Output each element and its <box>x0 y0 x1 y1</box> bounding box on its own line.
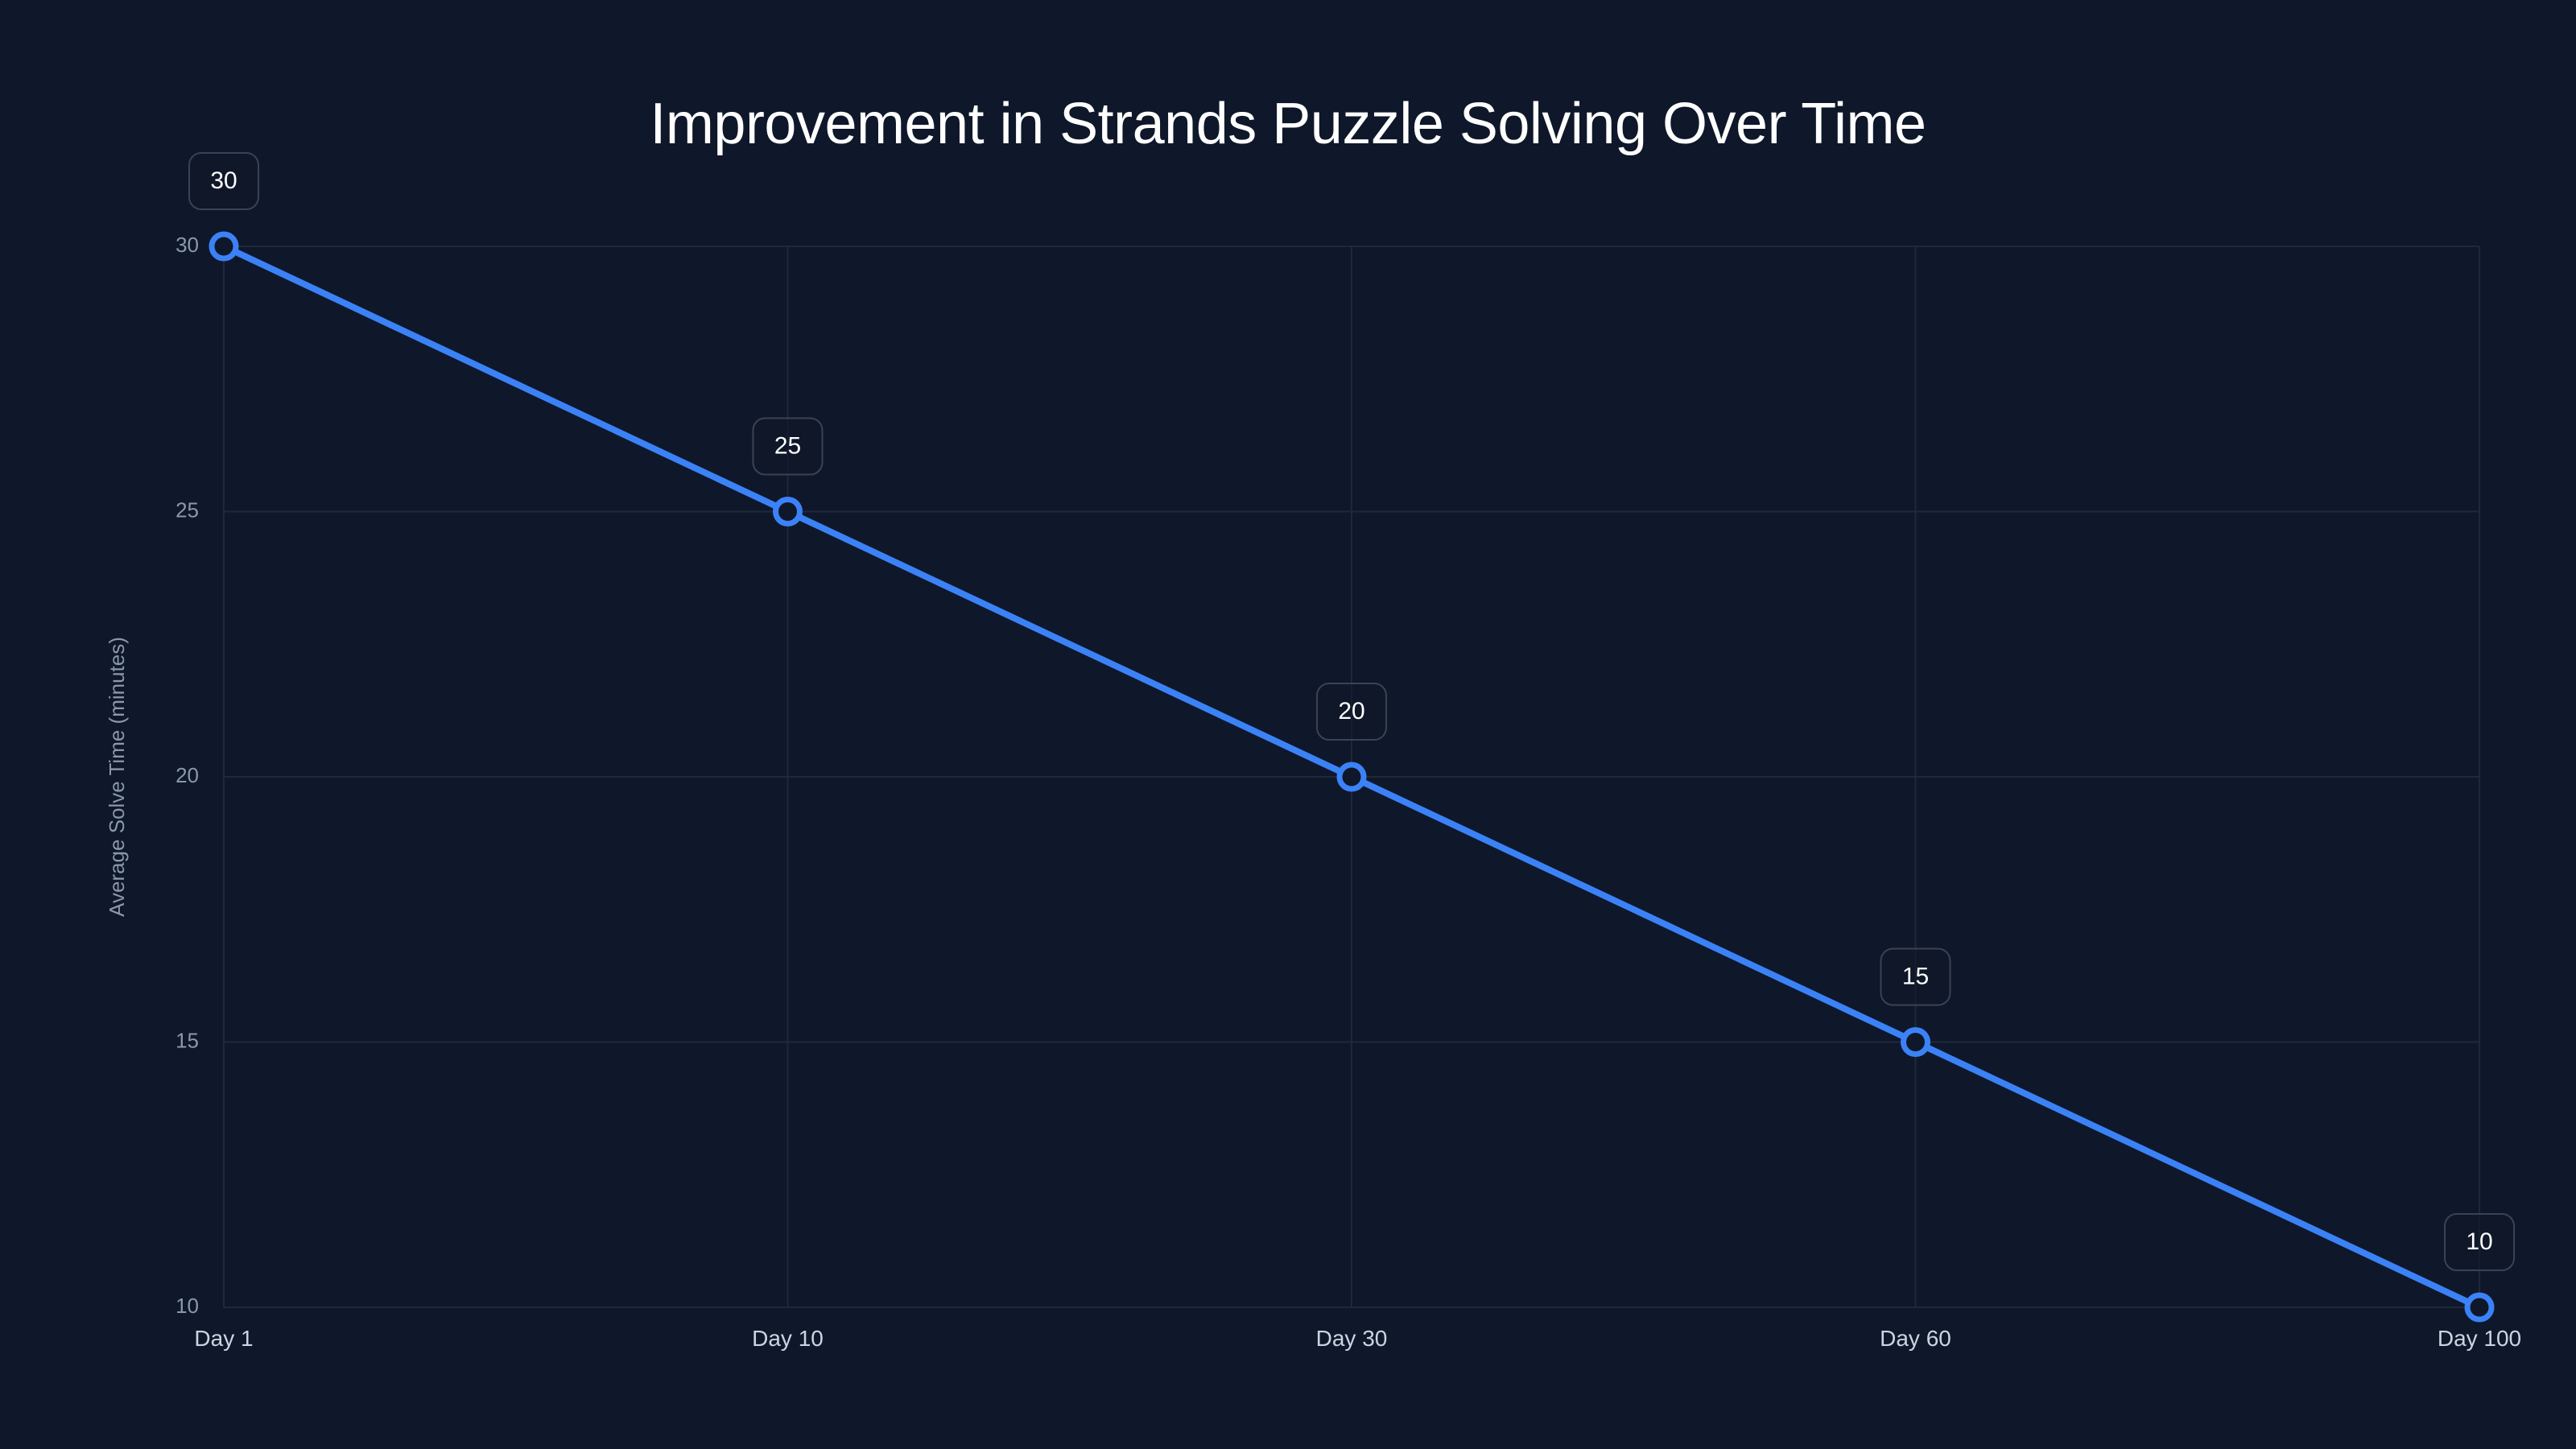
data-label: 25 <box>774 432 801 459</box>
data-label-box <box>1316 683 1387 741</box>
data-label: 30 <box>210 167 237 194</box>
x-tick-label: Day 60 <box>1880 1326 1951 1351</box>
x-tick-label: Day 100 <box>2438 1326 2521 1351</box>
x-tick-label: Day 30 <box>1316 1326 1388 1351</box>
y-axis-label: Average Solve Time (minutes) <box>105 637 129 917</box>
data-label: 10 <box>2466 1228 2492 1255</box>
data-label-box <box>752 417 824 476</box>
x-tick-label: Day 1 <box>194 1326 253 1351</box>
data-point-marker <box>1336 762 1367 792</box>
x-tick-label: Day 10 <box>752 1326 824 1351</box>
data-label: 15 <box>1902 963 1929 989</box>
y-tick-label: 20 <box>175 763 199 787</box>
chart-title: Improvement in Strands Puzzle Solving Ov… <box>650 92 1926 156</box>
data-point-marker <box>773 497 803 526</box>
data-point-marker <box>1901 1027 1930 1057</box>
data-label-box <box>188 152 259 210</box>
data-label-box <box>2444 1213 2515 1271</box>
data-point-marker <box>208 231 239 262</box>
y-tick-label: 10 <box>175 1294 199 1318</box>
y-tick-label: 25 <box>175 497 199 522</box>
y-tick-label: 15 <box>175 1028 199 1052</box>
y-tick-label: 30 <box>175 233 199 257</box>
data-label: 20 <box>1338 698 1364 724</box>
data-point-marker <box>2464 1292 2495 1323</box>
data-label-box <box>1880 947 1951 1006</box>
